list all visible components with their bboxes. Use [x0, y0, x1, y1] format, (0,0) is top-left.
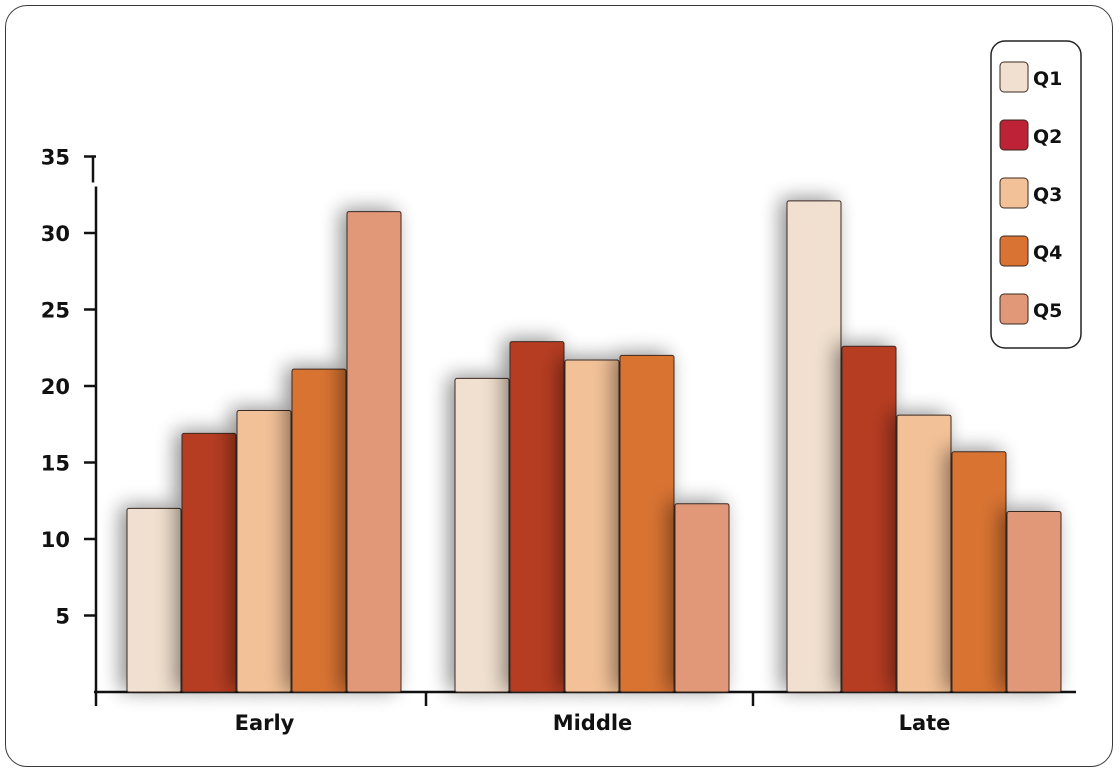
legend-swatch-q3 [999, 177, 1029, 209]
y-tick-label: 35 [41, 146, 70, 170]
bar-middle-q3 [564, 359, 620, 693]
bar-early-q1 [126, 507, 182, 693]
y-tick-label: 25 [41, 299, 70, 323]
bar-middle-q4 [619, 354, 675, 693]
bar-middle-q1 [454, 377, 510, 693]
bar-late-q2 [841, 345, 897, 693]
legend-label-q5: Q5 [1033, 300, 1062, 322]
legend: Q1 Q2 Q3 Q4 Q5 [990, 40, 1082, 349]
bar-late-q4 [951, 451, 1007, 693]
x-category-label: Middle [553, 711, 633, 735]
legend-swatch-q2 [999, 119, 1029, 151]
bar-late-q3 [896, 414, 952, 693]
y-tick-label: 20 [41, 375, 70, 399]
bar-early-q3 [236, 409, 292, 693]
bar-chart: 5 10 15 20 25 30 35 Early Middle Late Q1 Q2 Q3 Q4 Q5 [41, 40, 1082, 736]
y-tick-label: 5 [55, 605, 70, 629]
bars [126, 200, 1062, 693]
bar-middle-q2 [509, 341, 565, 693]
axis-labels: 5 10 15 20 25 30 35 Early Middle Late [41, 146, 951, 736]
bar-early-q4 [291, 368, 347, 693]
legend-label-q3: Q3 [1033, 184, 1062, 206]
bar-middle-q5 [674, 503, 730, 693]
y-tick-label: 15 [41, 452, 70, 476]
bar-late-q5 [1006, 510, 1062, 693]
x-category-label: Early [235, 711, 295, 735]
x-category-label: Late [899, 711, 951, 735]
bar-early-q5 [346, 211, 402, 693]
legend-swatch-q4 [999, 235, 1029, 267]
legend-label-q2: Q2 [1033, 126, 1062, 148]
bar-late-q1 [786, 200, 842, 693]
legend-swatch-q1 [999, 61, 1029, 93]
legend-swatch-q5 [999, 293, 1029, 325]
legend-label-q1: Q1 [1033, 68, 1062, 90]
legend-label-q4: Q4 [1033, 242, 1062, 264]
y-tick-label: 10 [41, 528, 70, 552]
bar-early-q2 [181, 432, 237, 693]
chart-frame: 5 10 15 20 25 30 35 Early Middle Late Q1 Q2 Q3 Q4 Q5 [5, 5, 1113, 767]
y-tick-label: 30 [41, 222, 70, 246]
legend-box [990, 40, 1082, 349]
